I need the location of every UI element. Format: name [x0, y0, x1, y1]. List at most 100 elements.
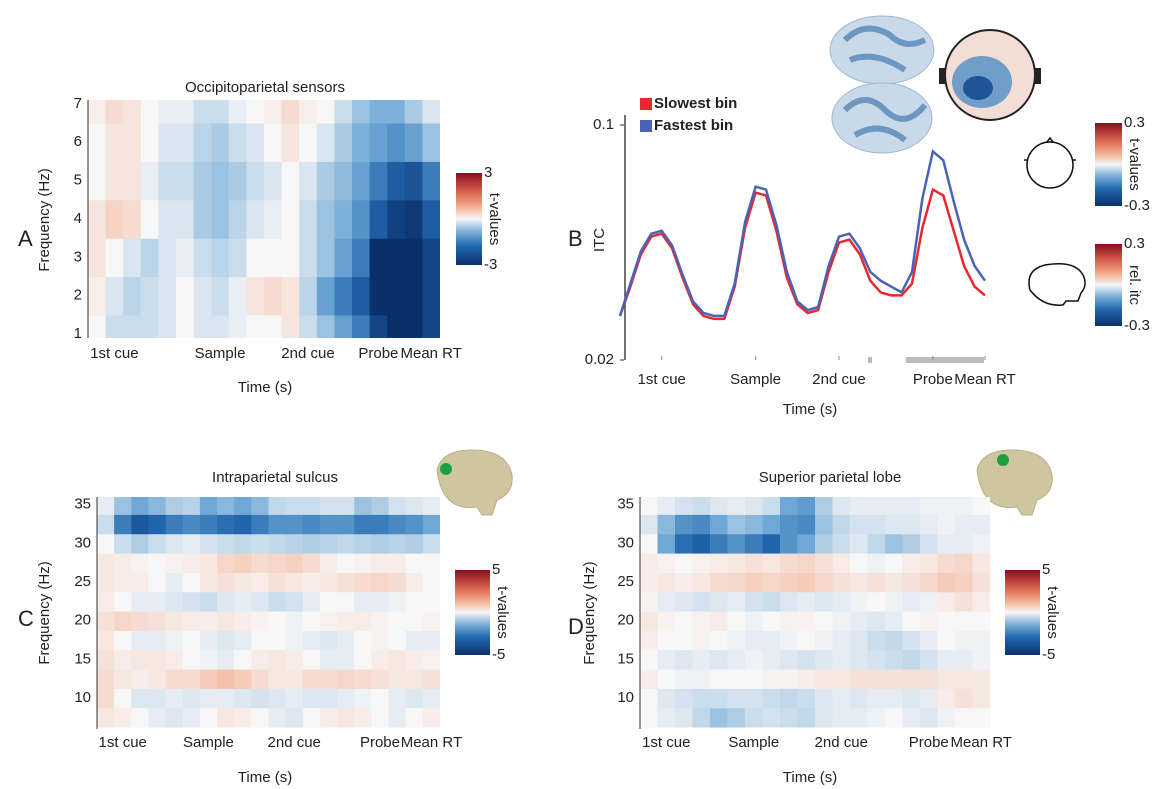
sig-bar	[906, 357, 984, 363]
heat-cell	[299, 276, 318, 316]
brain-bottom	[831, 82, 933, 154]
heat-cell	[762, 514, 781, 535]
heat-cell	[316, 100, 335, 124]
heat-cell	[165, 669, 184, 689]
heat-cell	[251, 514, 269, 535]
x-tick-label: 1st cue	[638, 371, 686, 388]
heat-cell	[334, 161, 353, 201]
heat-cell	[319, 688, 338, 709]
head-side	[1028, 263, 1086, 306]
heat-cell	[885, 669, 903, 689]
heat-cell	[657, 533, 676, 554]
heat-cell	[354, 630, 372, 651]
y-tick-label: 7	[74, 95, 82, 112]
heat-cell	[815, 591, 833, 612]
heat-cell	[316, 314, 335, 338]
heat-cell	[352, 123, 371, 162]
heat-cell	[692, 514, 711, 535]
heat-cell	[268, 669, 287, 689]
heat-cell	[165, 707, 184, 728]
heat-cell	[955, 497, 973, 515]
heat-cell	[199, 630, 218, 651]
legend-swatch	[640, 120, 652, 132]
heat-cell	[405, 688, 424, 709]
heat-cell	[727, 630, 746, 651]
colorbar-tick-label: 0.3	[1124, 235, 1145, 252]
line-series	[618, 149, 987, 318]
heat-cell	[955, 514, 973, 535]
heat-cell	[404, 199, 423, 239]
heat-cell	[745, 591, 763, 612]
heat-cell	[902, 572, 921, 593]
heat-cell	[285, 669, 304, 689]
heat-cell	[131, 669, 149, 689]
heat-cell	[114, 553, 132, 573]
heat-cell	[371, 611, 390, 631]
heat-cell	[337, 572, 355, 593]
heat-cell	[920, 591, 938, 612]
heat-cell	[97, 707, 115, 728]
brain-renders	[829, 15, 1041, 154]
chart-title: Intraparietal sulcus	[212, 469, 338, 486]
heat-cell	[422, 514, 440, 535]
x-tick-label: Probe	[358, 345, 398, 362]
heat-cell	[815, 630, 833, 651]
heat-cell	[285, 649, 304, 670]
heat-cell	[902, 611, 921, 631]
heat-cell	[955, 707, 973, 728]
heat-cell	[285, 572, 304, 593]
heat-cell	[337, 553, 355, 573]
heat-cell	[710, 572, 728, 593]
heat-cell	[762, 553, 781, 573]
heat-cell	[388, 649, 407, 670]
heat-cell	[762, 630, 781, 651]
heat-cell	[815, 707, 833, 728]
heat-cell	[387, 276, 406, 316]
heat-cell	[867, 611, 886, 631]
heat-cell	[176, 100, 195, 124]
heat-cell	[404, 314, 423, 338]
heat-cell	[246, 314, 265, 338]
y-tick-label: 1	[74, 325, 82, 342]
heat-cell	[710, 707, 728, 728]
heat-cell	[972, 649, 990, 670]
heat-cell	[405, 572, 424, 593]
heat-cell	[867, 591, 886, 612]
heat-cell	[114, 533, 132, 554]
heat-cell	[319, 514, 338, 535]
brain-icon-d	[976, 449, 1053, 516]
heat-cell	[692, 630, 711, 651]
heat-cell	[234, 630, 252, 651]
heat-cell	[832, 688, 851, 709]
heat-cell	[815, 514, 833, 535]
heat-cell	[955, 669, 973, 689]
y-tick-label: 10	[617, 689, 634, 706]
heat-cell	[832, 533, 851, 554]
heat-cell	[371, 649, 390, 670]
heat-cell	[762, 688, 781, 709]
heat-cell	[920, 630, 938, 651]
y-axis-label: Frequency (Hz)	[36, 561, 53, 664]
heat-cell	[885, 707, 903, 728]
heat-cell	[281, 238, 300, 278]
y-tick-label: 35	[617, 496, 634, 513]
heat-cell	[105, 161, 124, 201]
x-tick-label: 2nd cue	[281, 345, 334, 362]
heat-cell	[640, 497, 658, 515]
heat-cell	[727, 649, 746, 670]
heat-cell	[302, 707, 321, 728]
x-tick-label: 1st cue	[99, 734, 147, 751]
heat-cell	[199, 497, 218, 515]
x-tick-label: Mean RT	[954, 371, 1015, 388]
heat-cell	[285, 514, 304, 535]
heat-cell	[234, 497, 252, 515]
heat-cell	[657, 611, 676, 631]
colorbar-tick-label: -5	[492, 646, 505, 663]
heat-cell	[405, 553, 424, 573]
heat-cell	[334, 238, 353, 278]
colorbar-label: t-values	[1044, 586, 1061, 639]
heat-cell	[832, 649, 851, 670]
colorbar-label: t-values	[494, 586, 511, 639]
heat-cell	[97, 553, 115, 573]
heat-cell	[404, 161, 423, 201]
